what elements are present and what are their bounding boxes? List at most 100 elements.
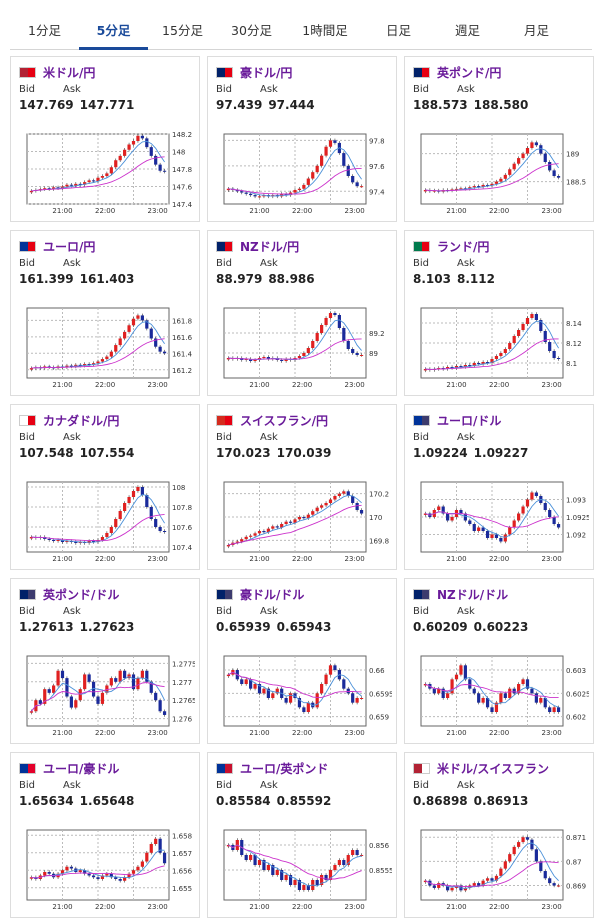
candle	[556, 524, 561, 528]
candle	[47, 188, 51, 190]
moving-average-line	[228, 671, 362, 706]
pair-link[interactable]: ユーロ/豪ドル	[43, 761, 120, 776]
y-tick-label: 97.4	[369, 188, 385, 196]
pair-link[interactable]: 豪ドル/ドル	[240, 587, 305, 602]
price-chart[interactable]: 148.2 148 147.8 147.6 147.4 21:00 22:00 23:00	[19, 128, 195, 216]
price-chart[interactable]: 1.658 1.657 1.656 1.655 21:00 22:00 23:00	[19, 824, 195, 912]
candle	[297, 880, 302, 890]
rate-card: NZドル/ドル Bid Ask 0.60209 0.60223 0.603 0.6025 0.…	[404, 578, 594, 744]
candle	[96, 177, 100, 182]
pair-link[interactable]: 英ポンド/ドル	[43, 587, 120, 602]
price-chart[interactable]: 97.8 97.6 97.4 21:00 22:00 23:00	[216, 128, 392, 216]
candle	[123, 331, 127, 339]
pair-link[interactable]: NZドル/ドル	[437, 587, 509, 602]
candle	[43, 872, 47, 876]
pair-link[interactable]: ユーロ/ドル	[437, 413, 502, 428]
price-chart[interactable]: 189 188.5 21:00 22:00 23:00	[413, 128, 589, 216]
ask-label: Ask	[260, 432, 278, 443]
pair-link[interactable]: 英ポンド/円	[437, 65, 502, 80]
price-chart[interactable]: 0.871 0.87 0.869 21:00 22:00 23:00	[413, 824, 589, 912]
candle	[154, 155, 158, 165]
tab-6[interactable]: 日足	[385, 23, 411, 38]
candle	[262, 860, 266, 870]
candle	[244, 536, 248, 540]
candle	[485, 184, 490, 186]
candle	[284, 359, 288, 361]
candle	[154, 338, 158, 347]
candle	[253, 533, 257, 536]
candle	[315, 507, 319, 512]
candle	[481, 362, 485, 364]
pair-link[interactable]: ユーロ/英ポンド	[240, 761, 329, 776]
candle	[499, 178, 503, 182]
price-chart[interactable]: 161.8 161.6 161.4 161.2 21:00 22:00 23:00	[19, 302, 195, 390]
candle	[463, 513, 467, 521]
y-tick-label: 0.6025	[566, 690, 589, 698]
candle	[355, 698, 359, 703]
price-chart[interactable]: 89.2 89 21:00 22:00 23:00	[216, 302, 392, 390]
candle	[437, 368, 441, 369]
price-chart[interactable]: 0.603 0.6025 0.602 21:00 22:00 23:00	[413, 650, 589, 738]
pair-link[interactable]: 米ドル/円	[43, 65, 96, 80]
candle	[29, 190, 34, 193]
bid-label: Bid	[413, 84, 429, 95]
candle	[359, 855, 364, 856]
candle	[52, 540, 56, 541]
candle	[337, 860, 341, 865]
candle	[60, 670, 65, 679]
candle	[69, 365, 73, 367]
candle	[351, 693, 355, 703]
bid-label: Bid	[216, 780, 232, 791]
ask-label: Ask	[457, 780, 475, 791]
ask-label: Ask	[63, 780, 81, 791]
tab-4[interactable]: 30分足	[231, 23, 272, 38]
price-chart[interactable]: 1.2775 1.277 1.2765 1.276 21:00 22:00 23:00	[19, 650, 195, 738]
tab-3[interactable]: 15分足	[162, 23, 203, 38]
y-tick-label: 189	[566, 151, 579, 159]
ask-value: 1.65648	[79, 794, 135, 808]
candle	[123, 670, 127, 679]
candle	[490, 878, 494, 881]
y-tick-label: 1.093	[566, 497, 586, 505]
price-chart[interactable]: 0.66 0.6595 0.659 21:00 22:00 23:00	[216, 650, 392, 738]
candle	[47, 539, 51, 540]
pair-link[interactable]: 米ドル/スイスフラン	[437, 761, 550, 776]
candle	[149, 507, 153, 519]
pair-link[interactable]: カナダドル/円	[43, 413, 120, 428]
candle	[534, 492, 538, 496]
bid-label: Bid	[413, 432, 429, 443]
candle	[525, 837, 530, 840]
price-chart[interactable]: 8.14 8.12 8.1 21:00 22:00 23:00	[413, 302, 589, 390]
candle	[109, 873, 113, 878]
candle	[517, 684, 521, 694]
price-chart[interactable]: 170.2 170 169.8 21:00 22:00 23:00	[216, 476, 392, 564]
candle	[162, 170, 167, 172]
candle	[503, 693, 507, 698]
candle	[512, 846, 516, 855]
candle	[454, 674, 459, 680]
pair-link[interactable]: ユーロ/円	[43, 239, 96, 254]
pair-link[interactable]: ランド/円	[437, 239, 490, 254]
candle	[52, 187, 56, 190]
candle	[275, 526, 279, 528]
ask-value: 0.85592	[276, 794, 332, 808]
tab-8[interactable]: 月足	[523, 23, 549, 38]
bid-value: 1.65634	[19, 794, 74, 808]
tab-2[interactable]: 5分足	[79, 12, 148, 50]
price-chart[interactable]: 0.856 0.8555 21:00 22:00 23:00	[216, 824, 392, 912]
candle	[517, 158, 521, 164]
pair-link[interactable]: 豪ドル/円	[240, 65, 293, 80]
pair-link[interactable]: NZドル/円	[240, 239, 300, 254]
price-chart[interactable]: 108 107.8 107.6 107.4 21:00 22:00 23:00	[19, 476, 195, 564]
tab-5[interactable]: 1時間足	[302, 23, 348, 38]
pair-link[interactable]: スイスフラン/円	[240, 413, 329, 428]
candle	[355, 850, 359, 855]
price-chart[interactable]: 1.093 1.0925 1.092 21:00 22:00 23:00	[413, 476, 589, 564]
y-tick-label: 89	[369, 350, 378, 358]
x-tick-label: 23:00	[148, 207, 168, 215]
candle	[240, 191, 244, 193]
candle	[337, 315, 341, 328]
candle	[548, 510, 552, 517]
tab-1[interactable]: 1分足	[28, 23, 61, 38]
tab-7[interactable]: 週足	[454, 23, 480, 38]
